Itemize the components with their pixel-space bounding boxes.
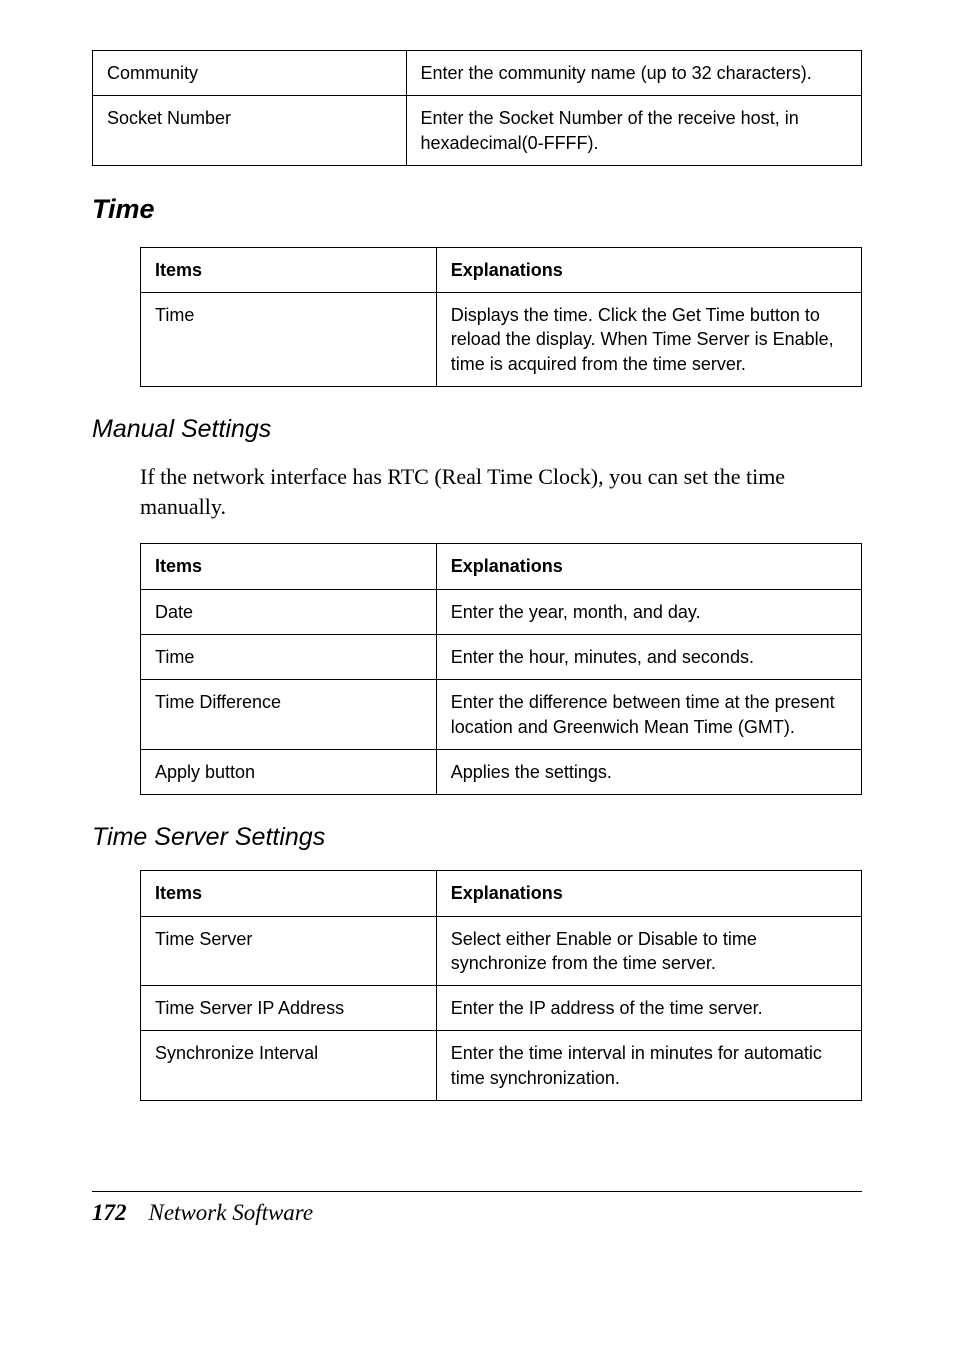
subsection-title-time-server-settings: Time Server Settings [92, 823, 862, 852]
table-header-items: Items [141, 544, 437, 589]
table-cell-item: Time Difference [141, 680, 437, 750]
section-title-time: Time [92, 194, 862, 225]
table-cell-item: Synchronize Interval [141, 1031, 437, 1101]
page-footer: 172 Network Software [92, 1191, 862, 1226]
table-cell-explanation: Enter the difference between time at the… [436, 680, 861, 750]
table-cell-explanation: Enter the IP address of the time server. [436, 986, 861, 1031]
table-row: Time Enter the hour, minutes, and second… [141, 635, 862, 680]
subsection-title-manual-settings: Manual Settings [92, 415, 862, 444]
table-row: Apply button Applies the settings. [141, 749, 862, 794]
time-server-settings-table: Items Explanations Time Server Select ei… [140, 870, 862, 1101]
table-header-items: Items [141, 247, 437, 292]
table-row: Time Difference Enter the difference bet… [141, 680, 862, 750]
table-cell-item: Apply button [141, 749, 437, 794]
manual-settings-body: If the network interface has RTC (Real T… [140, 462, 862, 521]
table-cell-explanation: Enter the Socket Number of the receive h… [406, 96, 861, 166]
table-header-explanations: Explanations [436, 247, 861, 292]
top-continuation-table: Community Enter the community name (up t… [92, 50, 862, 166]
time-table: Items Explanations Time Displays the tim… [140, 247, 862, 387]
table-cell-explanation: Enter the time interval in minutes for a… [436, 1031, 861, 1101]
table-cell-explanation: Enter the year, month, and day. [436, 589, 861, 634]
table-row: Time Displays the time. Click the Get Ti… [141, 293, 862, 387]
page-number: 172 [92, 1200, 127, 1226]
document-title: Network Software [149, 1200, 314, 1226]
table-cell-explanation: Enter the community name (up to 32 chara… [406, 51, 861, 96]
table-header-explanations: Explanations [436, 871, 861, 916]
table-cell-item: Date [141, 589, 437, 634]
table-cell-explanation: Applies the settings. [436, 749, 861, 794]
table-row: Date Enter the year, month, and day. [141, 589, 862, 634]
table-cell-item: Community [93, 51, 407, 96]
table-header-items: Items [141, 871, 437, 916]
table-row: Synchronize Interval Enter the time inte… [141, 1031, 862, 1101]
manual-settings-table: Items Explanations Date Enter the year, … [140, 543, 862, 795]
table-cell-item: Time Server [141, 916, 437, 986]
table-header-row: Items Explanations [141, 247, 862, 292]
table-cell-item: Time [141, 635, 437, 680]
table-row: Community Enter the community name (up t… [93, 51, 862, 96]
table-cell-item: Time [141, 293, 437, 387]
table-cell-item: Time Server IP Address [141, 986, 437, 1031]
table-header-row: Items Explanations [141, 544, 862, 589]
table-cell-item: Socket Number [93, 96, 407, 166]
table-row: Time Server IP Address Enter the IP addr… [141, 986, 862, 1031]
table-header-explanations: Explanations [436, 544, 861, 589]
table-row: Time Server Select either Enable or Disa… [141, 916, 862, 986]
table-row: Socket Number Enter the Socket Number of… [93, 96, 862, 166]
table-cell-explanation: Enter the hour, minutes, and seconds. [436, 635, 861, 680]
table-cell-explanation: Select either Enable or Disable to time … [436, 916, 861, 986]
table-cell-explanation: Displays the time. Click the Get Time bu… [436, 293, 861, 387]
table-header-row: Items Explanations [141, 871, 862, 916]
